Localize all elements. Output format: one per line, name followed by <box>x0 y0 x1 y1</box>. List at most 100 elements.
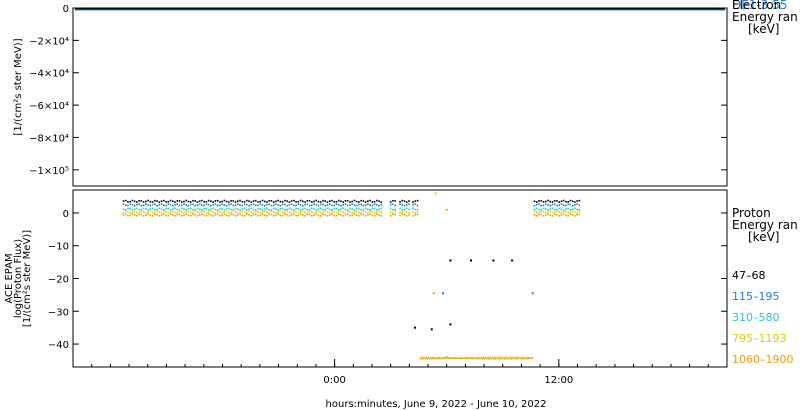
data-point-1 <box>187 200 190 203</box>
data-point-5 <box>344 213 347 216</box>
data-point-1 <box>408 200 410 202</box>
data-point-1 <box>299 199 302 202</box>
data-point-5 <box>228 214 230 217</box>
data-point-5 <box>295 214 297 217</box>
data-point-5 <box>154 213 156 216</box>
data-point-5 <box>250 215 253 217</box>
data-point-2 <box>299 203 302 206</box>
data-point-4 <box>178 210 181 213</box>
data-point-2 <box>297 203 300 205</box>
data-point-5 <box>147 213 149 216</box>
data-point-1 <box>232 200 235 202</box>
data-point-3 <box>408 208 410 211</box>
data-point-2 <box>131 203 134 206</box>
data-point-1 <box>405 201 408 203</box>
x-tick-label: 0:00 <box>323 375 345 386</box>
floor-point <box>458 357 461 360</box>
data-point-2 <box>156 204 158 207</box>
data-point-1 <box>245 199 248 202</box>
data-point-1 <box>165 201 167 203</box>
data-point-5 <box>124 213 127 216</box>
data-point-1 <box>225 200 228 203</box>
data-point-3 <box>210 208 212 211</box>
floor-point <box>530 357 533 360</box>
floor-point <box>460 357 462 359</box>
data-point-2 <box>355 204 358 207</box>
data-point-5 <box>416 213 419 216</box>
data-point-4 <box>261 211 264 214</box>
data-point-5 <box>317 214 320 217</box>
data-point-2 <box>571 204 574 207</box>
top-y-axis-label: [1/(cm²s ster MeV)] <box>13 38 24 135</box>
data-point-3 <box>252 208 255 211</box>
floor-point <box>463 357 466 360</box>
data-point-2 <box>254 204 257 207</box>
data-point-5 <box>156 213 158 216</box>
data-point-3 <box>154 209 156 211</box>
bottom-legend-title: Energy ran <box>732 218 798 232</box>
data-point-3 <box>369 209 371 211</box>
data-point-2 <box>133 204 136 207</box>
data-point-3 <box>551 207 554 210</box>
data-point-3 <box>567 207 569 210</box>
data-point-4 <box>147 211 149 213</box>
floor-point <box>522 356 525 359</box>
data-point-3 <box>228 207 230 210</box>
data-point-1 <box>133 200 136 203</box>
data-point-4 <box>414 212 417 214</box>
data-point-3 <box>304 207 306 210</box>
data-point-4 <box>214 212 217 214</box>
floor-point <box>433 357 435 360</box>
data-point-3 <box>364 207 367 210</box>
data-point-3 <box>284 209 286 211</box>
floor-point <box>513 356 516 359</box>
data-point-4 <box>553 211 556 214</box>
floor-point <box>482 356 485 359</box>
data-point-5 <box>569 213 572 216</box>
data-point-3 <box>549 208 552 210</box>
data-point-5 <box>412 215 414 217</box>
data-point-2 <box>535 203 538 206</box>
data-point-5 <box>207 213 210 216</box>
data-point-1 <box>358 201 360 203</box>
data-point-2 <box>194 204 197 207</box>
data-point-4 <box>353 211 356 213</box>
floor-point <box>492 357 495 360</box>
data-point-3 <box>243 207 246 210</box>
floor-point <box>443 357 445 359</box>
data-point-2 <box>364 204 367 206</box>
data-point-1 <box>547 199 549 202</box>
data-point-1 <box>567 201 569 203</box>
data-point-4 <box>151 211 154 214</box>
data-point-3 <box>540 208 543 211</box>
data-point-3 <box>333 207 336 210</box>
data-point-3 <box>180 207 183 210</box>
data-point-3 <box>392 208 394 211</box>
data-point-5 <box>214 213 217 216</box>
data-point-4 <box>149 210 152 213</box>
data-point-1 <box>277 199 279 202</box>
data-point-4 <box>304 211 306 214</box>
data-point-3 <box>353 209 356 211</box>
floor-point <box>448 357 451 360</box>
data-point-2 <box>337 203 340 206</box>
data-point-1 <box>346 199 349 202</box>
data-point-1 <box>257 201 259 203</box>
data-point-2 <box>351 203 353 205</box>
top-y-tick-label: −8×10⁴ <box>29 133 69 144</box>
data-point-3 <box>156 208 158 211</box>
data-point-2 <box>237 203 239 205</box>
floor-point <box>478 356 480 359</box>
data-point-5 <box>371 214 374 217</box>
floor-point <box>531 357 534 359</box>
data-point-2 <box>286 204 288 207</box>
data-point-1 <box>293 199 295 202</box>
floor-point <box>475 356 478 359</box>
data-point-4 <box>129 212 131 214</box>
data-point-1 <box>562 199 565 202</box>
data-point-3 <box>163 209 165 211</box>
floor-point <box>455 357 458 359</box>
data-point-3 <box>553 208 556 211</box>
data-point-3 <box>272 207 275 210</box>
